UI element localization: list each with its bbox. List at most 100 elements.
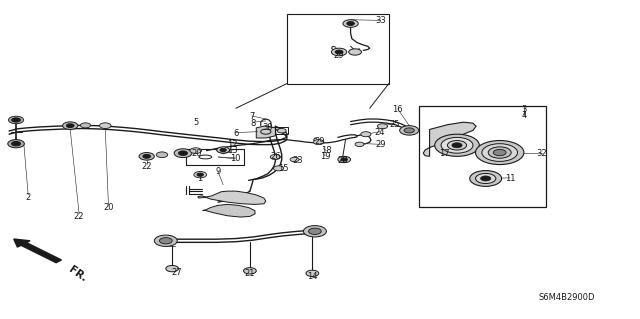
Circle shape <box>452 143 462 148</box>
Circle shape <box>194 172 207 178</box>
Circle shape <box>447 141 467 150</box>
Circle shape <box>81 123 91 128</box>
Circle shape <box>190 148 202 153</box>
Text: 26: 26 <box>270 152 281 161</box>
Text: 8: 8 <box>250 119 256 128</box>
Circle shape <box>156 152 168 158</box>
Circle shape <box>399 126 419 135</box>
Bar <box>275 127 288 134</box>
Text: 23: 23 <box>292 156 303 165</box>
Text: S6M4B2900D: S6M4B2900D <box>539 293 595 301</box>
Text: 29: 29 <box>315 137 325 146</box>
Text: 33: 33 <box>375 16 386 25</box>
Circle shape <box>361 132 371 137</box>
Circle shape <box>308 228 321 234</box>
Text: 10: 10 <box>230 154 241 163</box>
Circle shape <box>303 226 326 237</box>
Circle shape <box>349 49 362 55</box>
Circle shape <box>174 149 192 158</box>
Circle shape <box>332 48 347 56</box>
Text: 9: 9 <box>216 167 221 176</box>
Text: 30: 30 <box>262 123 273 132</box>
Text: 3: 3 <box>521 105 527 114</box>
Text: 6: 6 <box>233 129 239 138</box>
Text: FR.: FR. <box>67 264 88 284</box>
Circle shape <box>244 268 256 274</box>
Bar <box>186 149 244 165</box>
Text: 19: 19 <box>320 152 330 161</box>
Circle shape <box>482 144 518 161</box>
Text: 22: 22 <box>74 212 84 221</box>
Circle shape <box>159 238 172 244</box>
Circle shape <box>488 147 511 158</box>
Circle shape <box>143 154 150 158</box>
Circle shape <box>441 137 473 153</box>
Circle shape <box>306 270 319 277</box>
Bar <box>419 106 546 207</box>
Text: 17: 17 <box>439 149 449 158</box>
Text: 29: 29 <box>375 140 386 149</box>
Text: 32: 32 <box>536 149 547 158</box>
Circle shape <box>100 123 111 129</box>
Circle shape <box>476 174 496 183</box>
Circle shape <box>335 50 343 54</box>
Circle shape <box>493 149 506 156</box>
Circle shape <box>481 176 491 181</box>
Text: 20: 20 <box>103 203 114 212</box>
Circle shape <box>435 134 479 156</box>
Circle shape <box>355 142 364 146</box>
Circle shape <box>476 141 524 165</box>
Circle shape <box>8 140 24 148</box>
Circle shape <box>12 118 20 122</box>
Text: 24: 24 <box>374 128 385 137</box>
Circle shape <box>314 140 324 145</box>
Text: 2: 2 <box>26 193 31 202</box>
Circle shape <box>166 265 179 272</box>
Circle shape <box>338 156 351 163</box>
Text: 12: 12 <box>227 140 237 149</box>
Text: 29: 29 <box>334 51 344 60</box>
Text: 27: 27 <box>172 268 182 277</box>
Text: 14: 14 <box>307 272 317 281</box>
Text: 28: 28 <box>337 156 348 165</box>
Circle shape <box>290 157 299 162</box>
Text: 21: 21 <box>244 270 255 278</box>
Circle shape <box>217 147 230 153</box>
Polygon shape <box>256 126 275 138</box>
Circle shape <box>470 171 502 186</box>
Circle shape <box>197 173 204 176</box>
Text: 5: 5 <box>193 118 198 127</box>
Text: 15: 15 <box>278 165 288 174</box>
Text: 25: 25 <box>389 120 400 129</box>
Circle shape <box>179 151 188 155</box>
Text: 7: 7 <box>249 112 255 121</box>
FancyArrow shape <box>14 239 61 263</box>
Circle shape <box>270 154 280 160</box>
Polygon shape <box>423 122 476 156</box>
Circle shape <box>154 235 177 247</box>
Circle shape <box>220 148 227 152</box>
Text: 11: 11 <box>505 174 515 183</box>
Polygon shape <box>203 204 255 217</box>
Circle shape <box>139 152 154 160</box>
Circle shape <box>67 124 74 128</box>
Text: 20: 20 <box>192 149 202 158</box>
Bar <box>287 14 389 84</box>
Circle shape <box>347 22 355 26</box>
Text: 4: 4 <box>522 111 527 120</box>
Circle shape <box>273 166 284 171</box>
Polygon shape <box>198 191 266 204</box>
Text: 18: 18 <box>321 146 332 155</box>
Circle shape <box>404 128 414 133</box>
Circle shape <box>63 122 78 130</box>
Text: 22: 22 <box>141 162 152 171</box>
Circle shape <box>343 20 358 27</box>
Text: 1: 1 <box>198 174 203 183</box>
Circle shape <box>277 129 286 133</box>
Circle shape <box>12 141 20 146</box>
Text: 16: 16 <box>392 105 403 114</box>
Circle shape <box>8 116 24 124</box>
Text: 13: 13 <box>227 145 237 154</box>
Circle shape <box>378 124 388 129</box>
Circle shape <box>341 158 348 161</box>
